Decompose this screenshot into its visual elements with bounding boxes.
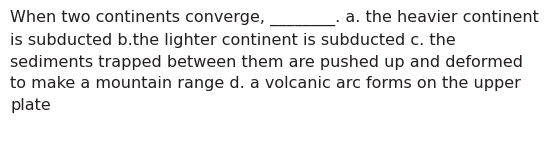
Text: When two continents converge, ________. a. the heavier continent
is subducted b.: When two continents converge, ________. … xyxy=(10,10,539,113)
